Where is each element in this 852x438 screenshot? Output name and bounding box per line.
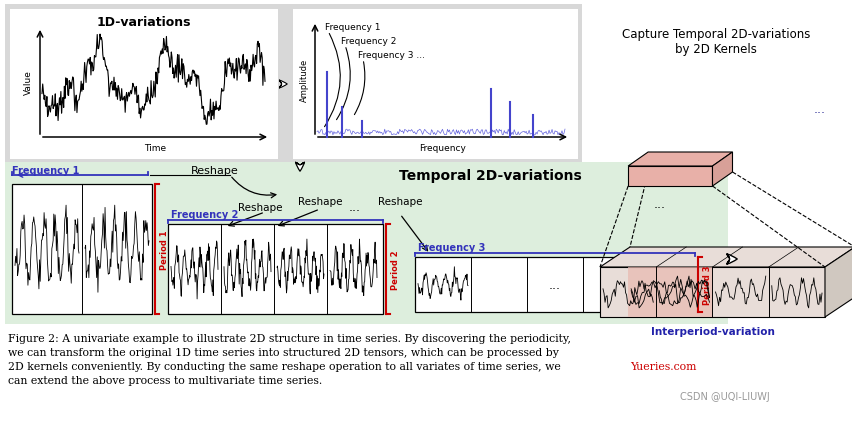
Text: ...: ... — [653, 198, 665, 211]
Text: Amplitude: Amplitude — [299, 58, 308, 101]
Text: ...: ... — [348, 201, 360, 214]
Polygon shape — [824, 247, 852, 317]
Text: Value: Value — [24, 71, 32, 95]
Text: Frequency 2: Frequency 2 — [341, 37, 396, 46]
Text: Reshape: Reshape — [377, 197, 422, 207]
Text: Time: Time — [144, 144, 166, 153]
Text: can extend the above process to multivariate time series.: can extend the above process to multivar… — [8, 375, 322, 385]
FancyBboxPatch shape — [599, 267, 824, 317]
FancyBboxPatch shape — [627, 267, 711, 317]
Text: Intraperiod-
variation: Intraperiod- variation — [846, 265, 852, 329]
FancyBboxPatch shape — [12, 184, 152, 314]
FancyBboxPatch shape — [168, 225, 383, 314]
FancyBboxPatch shape — [5, 162, 727, 324]
Polygon shape — [711, 153, 732, 187]
Text: 2D kernels conveniently. By conducting the same reshape operation to all variate: 2D kernels conveniently. By conducting t… — [8, 361, 560, 371]
Text: Temporal 2D-variations: Temporal 2D-variations — [398, 169, 581, 183]
Text: Frequency 1: Frequency 1 — [325, 24, 380, 32]
Text: Reshape: Reshape — [238, 202, 282, 212]
Text: Capture Temporal 2D-variations
by 2D Kernels: Capture Temporal 2D-variations by 2D Ker… — [621, 28, 809, 56]
Text: Period 3: Period 3 — [703, 265, 711, 304]
FancyBboxPatch shape — [627, 166, 711, 187]
Text: Frequency 1: Frequency 1 — [12, 166, 79, 176]
Text: Frequency: Frequency — [418, 144, 465, 153]
FancyBboxPatch shape — [292, 10, 578, 159]
FancyBboxPatch shape — [10, 10, 278, 159]
Polygon shape — [627, 153, 732, 166]
Text: Interperiod-variation: Interperiod-variation — [650, 326, 774, 336]
Text: Figure 2: A univariate example to illustrate 2D structure in time series. By dis: Figure 2: A univariate example to illust… — [8, 333, 570, 343]
Text: Yueries.com: Yueries.com — [630, 361, 695, 371]
Text: Period 2: Period 2 — [391, 250, 400, 289]
Polygon shape — [599, 247, 852, 267]
Text: ...: ... — [549, 279, 561, 291]
Text: Reshape: Reshape — [297, 197, 342, 207]
FancyBboxPatch shape — [5, 5, 581, 162]
Text: ...: ... — [813, 103, 825, 116]
Text: 1D-variations: 1D-variations — [96, 15, 191, 28]
Text: Frequency 3 ...: Frequency 3 ... — [358, 51, 424, 60]
Text: Period 1: Period 1 — [160, 230, 170, 269]
Text: Reshape: Reshape — [191, 166, 239, 176]
Text: Frequency 3: Frequency 3 — [417, 243, 485, 252]
Text: CSDN @UQI-LIUWJ: CSDN @UQI-LIUWJ — [679, 391, 769, 401]
FancyBboxPatch shape — [415, 258, 694, 312]
Text: we can transform the original 1D time series into structured 2D tensors, which c: we can transform the original 1D time se… — [8, 347, 558, 357]
Text: Frequency 2: Frequency 2 — [170, 209, 238, 219]
